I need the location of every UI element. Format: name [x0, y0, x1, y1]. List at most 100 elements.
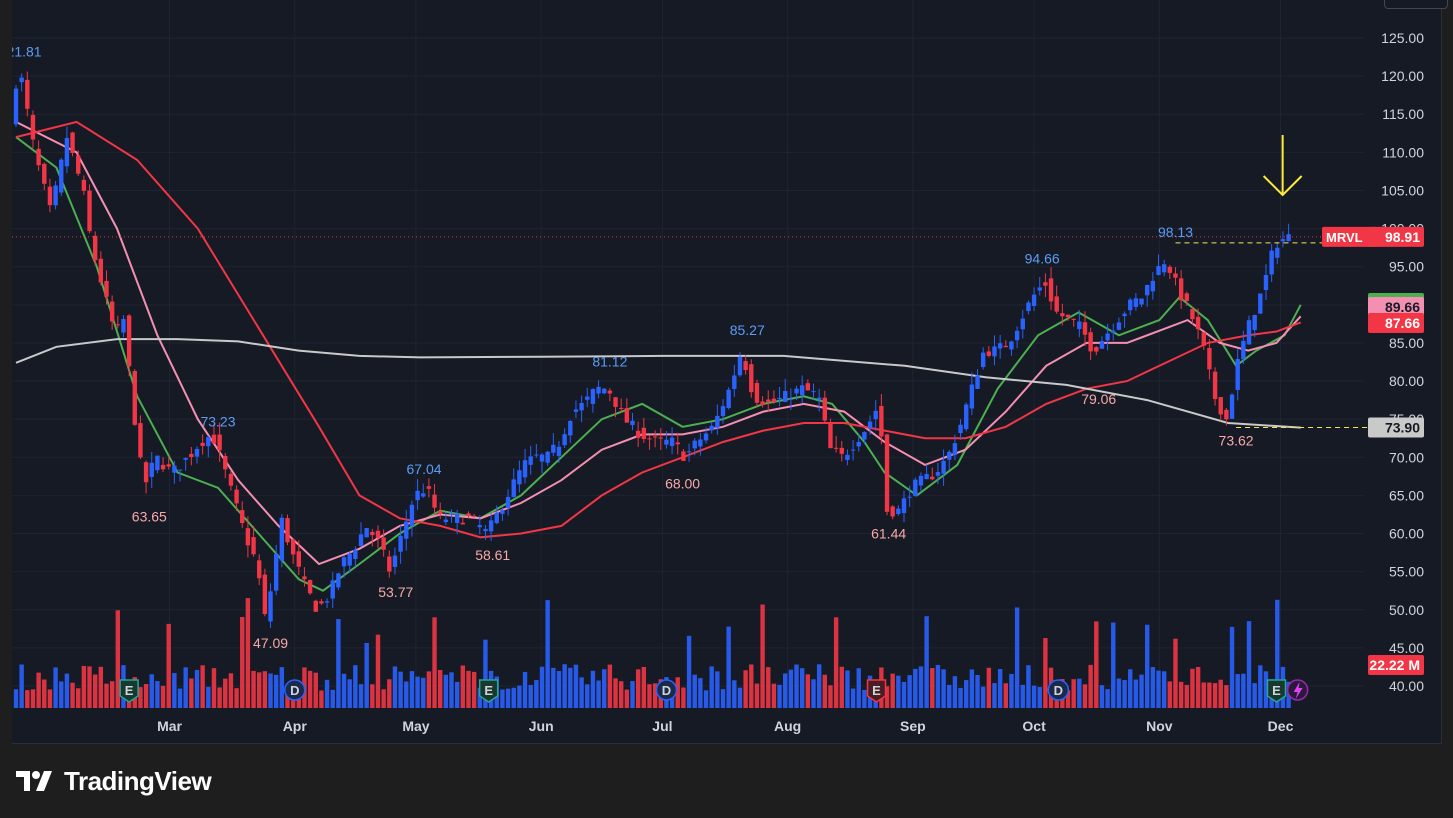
axis-layer: 125.00120.00115.00110.00105.00100.0095.0… [157, 30, 1424, 734]
candle-body [1229, 394, 1235, 419]
candle [1105, 323, 1110, 351]
chart-panel[interactable]: 21.81 63.65 73.23 47.09 53.77 67.04 58.61 81.12… [12, 0, 1448, 744]
scale-settings-button[interactable] [1384, 0, 1448, 9]
candle [720, 399, 726, 424]
candle [551, 433, 556, 457]
candle [664, 431, 669, 449]
volume-bar [737, 687, 743, 708]
volume-bar [13, 689, 19, 708]
candle-body [341, 557, 347, 567]
candle [392, 547, 398, 575]
high-low-label: 63.65 [132, 509, 167, 525]
volume-bar [709, 666, 714, 708]
candle [251, 525, 256, 557]
volume-bar [415, 676, 420, 708]
candle-body [579, 403, 584, 411]
candle-body [1224, 409, 1229, 420]
volume-bar [194, 669, 200, 708]
candle [1003, 340, 1008, 348]
volume-bar [223, 678, 228, 708]
candle-body [613, 397, 618, 407]
candle [1229, 393, 1235, 420]
candle [1065, 314, 1071, 321]
candle [783, 378, 788, 403]
y-axis-tick-label: 110.00 [1382, 144, 1424, 160]
y-axis-tick-label: 95.00 [1389, 259, 1424, 275]
candle-body [432, 494, 437, 508]
earnings-marker[interactable]: E [866, 679, 887, 703]
volume-bar [432, 617, 437, 708]
volume-bar [1122, 680, 1127, 708]
volume-bar [1082, 684, 1088, 708]
candle [1031, 287, 1037, 311]
volume-bar [438, 670, 443, 708]
candle-body [811, 391, 816, 393]
volume-bar [913, 668, 918, 708]
candle [675, 432, 680, 455]
volume-bar [466, 670, 471, 708]
earnings-marker[interactable]: E [1266, 679, 1287, 703]
candle-body [1258, 293, 1263, 314]
candle-body [415, 490, 420, 501]
candle [573, 400, 579, 419]
candle [958, 419, 963, 440]
earnings-marker[interactable]: E [478, 679, 499, 703]
candle [975, 369, 980, 390]
candle-body [1128, 299, 1133, 311]
volume-bar [635, 669, 641, 708]
volume-bar [964, 680, 969, 708]
candle-body [1286, 234, 1291, 242]
earnings-badge-shape [1266, 679, 1287, 703]
volume-bar [30, 689, 36, 708]
ma-pink-tag: 89.66 [1368, 297, 1424, 317]
candle [1275, 241, 1280, 265]
candle-body [511, 479, 516, 498]
high-low-label: 79.06 [1081, 391, 1116, 407]
volume-bar [240, 617, 245, 708]
candle-body [737, 356, 743, 376]
volume-bar [771, 683, 777, 708]
y-axis-tick-label: 40.00 [1389, 678, 1424, 694]
candle-body [1037, 287, 1042, 291]
x-axis-label: May [402, 718, 429, 734]
candle-body [1031, 294, 1037, 306]
x-axis-label: Jun [529, 718, 554, 734]
candle [1122, 311, 1127, 328]
dividend-marker[interactable]: D [655, 679, 678, 701]
candle-body [392, 555, 398, 567]
candle-body [36, 148, 41, 166]
earnings-marker[interactable]: E [119, 679, 139, 703]
dividend-marker[interactable]: D [284, 679, 306, 701]
tradingview-logo[interactable]: TradingView [16, 764, 212, 798]
candle [1099, 336, 1105, 349]
candle [70, 131, 75, 157]
volume-bar [273, 674, 279, 708]
volume-bar [545, 600, 550, 708]
candle [941, 449, 946, 486]
candle-body [664, 439, 669, 445]
candle-body [839, 447, 844, 454]
volume-bar [1241, 673, 1246, 708]
candle [42, 162, 47, 191]
candle-body [240, 510, 245, 524]
candlestick-chart[interactable]: 21.81 63.65 73.23 47.09 53.77 67.04 58.61 81.12… [12, 0, 1441, 743]
candle-body [1263, 275, 1269, 290]
volume-bar [890, 673, 895, 708]
candle [47, 178, 53, 213]
volume-bar [421, 677, 426, 708]
candle [488, 513, 494, 541]
volume-bar [1201, 682, 1206, 708]
candle-body [98, 258, 104, 283]
volume-bar [200, 665, 205, 708]
candle-body [766, 399, 771, 402]
volume-bar [25, 690, 30, 708]
candle [930, 467, 935, 481]
volume-bar [1020, 684, 1025, 708]
dividend-marker[interactable]: D [1047, 679, 1070, 701]
high-low-label: 61.44 [871, 526, 906, 542]
x-axis-label: Sep [900, 718, 926, 734]
candle [505, 489, 511, 516]
candle-body [528, 456, 533, 465]
volume-bar [698, 678, 703, 708]
candle-body [635, 430, 641, 438]
